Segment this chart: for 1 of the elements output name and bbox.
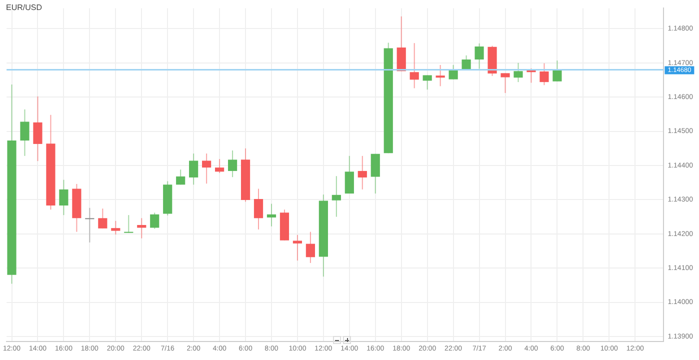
- chart-title: EUR/USD: [6, 3, 42, 12]
